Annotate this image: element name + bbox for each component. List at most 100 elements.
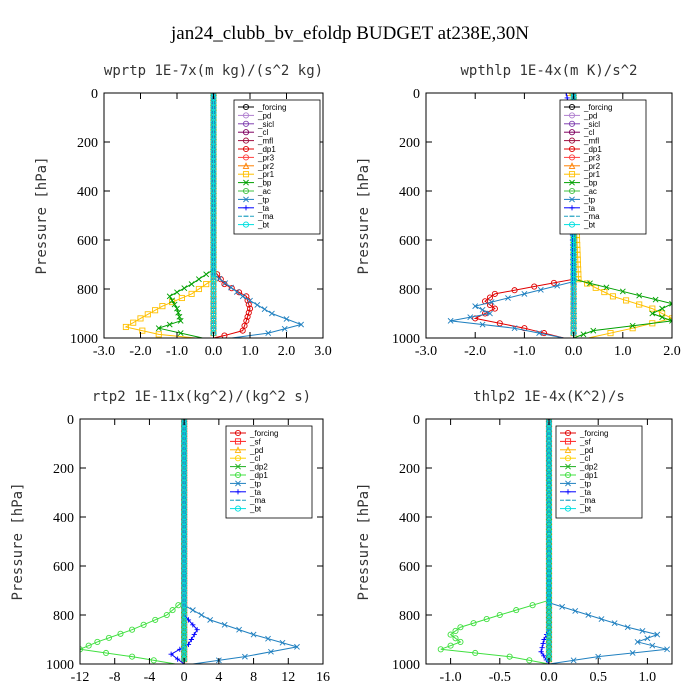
series-bp-point bbox=[659, 305, 666, 312]
y-tick-label: 400 bbox=[77, 185, 98, 200]
series-dp1-point bbox=[526, 657, 533, 664]
series-dp1-point bbox=[506, 653, 513, 660]
x-tick-label: 0.0 bbox=[540, 670, 558, 685]
legend-label: _ac bbox=[583, 187, 597, 196]
legend-label: _tp bbox=[579, 479, 592, 488]
series-bp-point bbox=[580, 331, 587, 338]
y-tick-label: 0 bbox=[67, 413, 74, 428]
x-tick-label: -1.0 bbox=[440, 670, 462, 685]
series-dp1-point bbox=[246, 305, 254, 312]
series-bp-point bbox=[195, 276, 202, 283]
series-tp-point bbox=[298, 321, 305, 328]
legend-box bbox=[233, 99, 321, 235]
series-tp-point bbox=[472, 303, 479, 310]
series-ta-point bbox=[188, 636, 194, 643]
legend-label: _forcing bbox=[257, 103, 286, 112]
legend-label: _ac bbox=[257, 187, 271, 196]
series-tp-point bbox=[572, 607, 579, 614]
series-group bbox=[122, 93, 305, 338]
legend-label: _ma bbox=[583, 212, 600, 221]
series-pr1-point bbox=[607, 330, 614, 337]
legend-label: _cl bbox=[583, 128, 594, 137]
legend-marker bbox=[242, 120, 250, 127]
y-tick-label: 800 bbox=[399, 283, 420, 298]
series-tp-point bbox=[228, 284, 234, 291]
series-ta-point bbox=[191, 632, 197, 638]
legend-marker bbox=[235, 480, 241, 487]
series-bp-point bbox=[181, 285, 188, 292]
series-dp1-point bbox=[472, 649, 479, 657]
series-tp-point bbox=[644, 635, 651, 642]
panel-title: wprtp 1E-7x(m kg)/(s^2 kg) bbox=[104, 63, 323, 79]
series-tp-point bbox=[281, 325, 288, 332]
legend-box bbox=[555, 425, 643, 519]
series-bp-point bbox=[636, 292, 643, 299]
legend-marker bbox=[569, 179, 575, 186]
series-dp1-point bbox=[447, 642, 454, 649]
x-tick-label: 0.5 bbox=[589, 670, 607, 685]
series-ta-point bbox=[563, 93, 569, 96]
series-tp-point bbox=[505, 295, 511, 301]
series-ta-point bbox=[175, 656, 181, 662]
series-bp-point bbox=[649, 310, 656, 317]
x-tick-label: -1.0 bbox=[513, 344, 535, 359]
series-tp-point bbox=[216, 275, 223, 282]
y-tick-label: 1000 bbox=[70, 332, 98, 347]
series-dp1-point bbox=[511, 287, 518, 294]
x-tick-label: 2.0 bbox=[278, 344, 296, 359]
series-ta-point bbox=[541, 653, 547, 659]
y-tick-label: 400 bbox=[399, 185, 420, 200]
y-tick-label: 600 bbox=[53, 560, 74, 575]
legend-marker bbox=[242, 221, 250, 228]
legend-marker bbox=[242, 129, 250, 136]
series-tp-point bbox=[598, 616, 605, 623]
legend-label: _ta bbox=[579, 488, 592, 497]
series-tp-point bbox=[254, 302, 261, 308]
series-bp-point bbox=[166, 321, 173, 328]
series-dp1-point bbox=[550, 279, 557, 286]
series-tp-point bbox=[570, 657, 577, 664]
series-dp1-point bbox=[129, 626, 136, 633]
legend-marker bbox=[568, 171, 576, 178]
series-dp1-point bbox=[491, 305, 498, 312]
panel-3: rtp2 1E-11x(kg^2)/(kg^2 s) Pressure [hPa]… bbox=[10, 389, 330, 685]
legend-label: _bt bbox=[249, 505, 262, 514]
x-tick-label: -3.0 bbox=[415, 344, 437, 359]
y-tick-label: 200 bbox=[399, 462, 420, 477]
panel-1: wprtp 1E-7x(m kg)/(s^2 kg) Pressure [hPa]… bbox=[34, 63, 332, 359]
x-tick-label: -2.0 bbox=[464, 344, 486, 359]
series-dp1-point bbox=[244, 313, 251, 320]
legend: _forcing_sf_pd_cl_dp2_dp1_tp_ta_ma_bt bbox=[555, 425, 643, 519]
panel-title: thlp2 1E-4x(K^2)/s bbox=[473, 389, 625, 405]
series-tp-point bbox=[487, 310, 493, 317]
series-pr1-point bbox=[130, 319, 137, 326]
legend-marker bbox=[234, 438, 242, 445]
series-bp-point bbox=[171, 301, 178, 308]
y-tick-label: 400 bbox=[53, 511, 74, 526]
y-axis-label: Pressure [hPa] bbox=[356, 482, 372, 600]
x-tick-label: -3.0 bbox=[93, 344, 115, 359]
legend-marker bbox=[565, 463, 571, 470]
series-tp-point bbox=[554, 282, 561, 289]
series-bp-point bbox=[188, 281, 195, 288]
x-tick-label: 1.0 bbox=[614, 344, 632, 359]
legend-marker bbox=[568, 120, 576, 127]
legend-marker bbox=[565, 489, 571, 495]
legend-marker bbox=[568, 129, 576, 136]
legend-label: _forcing bbox=[579, 429, 608, 438]
series-tp-point bbox=[236, 626, 243, 633]
series-tp-point bbox=[479, 321, 486, 328]
legend-label: _bp bbox=[257, 179, 272, 188]
legend-marker bbox=[242, 112, 250, 119]
series-tp-point bbox=[198, 612, 205, 618]
y-tick-label: 600 bbox=[399, 560, 420, 575]
series-tp-point bbox=[629, 650, 636, 656]
series-dp1-line bbox=[440, 419, 550, 664]
series-tp-point bbox=[649, 642, 656, 649]
legend-box bbox=[559, 99, 647, 235]
series-ta-point bbox=[168, 651, 174, 657]
legend-marker bbox=[564, 446, 572, 453]
series-dp1-line bbox=[80, 419, 185, 664]
series-pr1-point bbox=[137, 315, 144, 322]
legend-label: _tp bbox=[249, 479, 262, 488]
